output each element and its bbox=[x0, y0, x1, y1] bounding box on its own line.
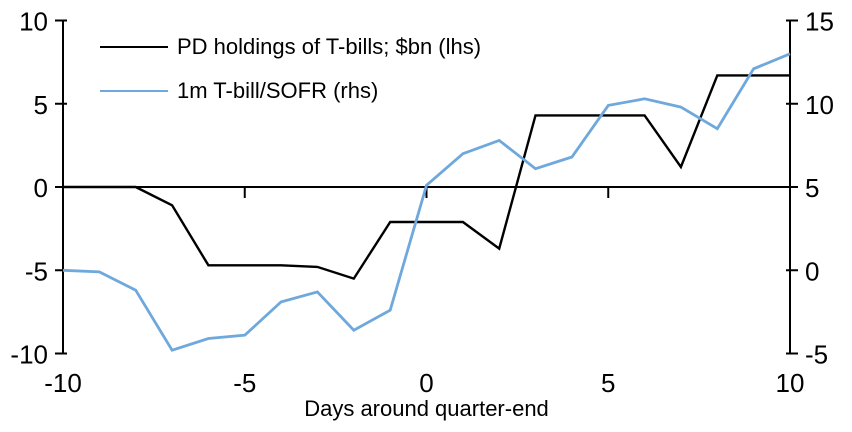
legend-swatch-pd-line bbox=[100, 45, 168, 49]
legend-item-sofr: 1m T-bill/SOFR (rhs) bbox=[100, 77, 481, 105]
x-tick-label: 5 bbox=[601, 368, 615, 398]
legend: PD holdings of T-bills; $bn (lhs) 1m T-b… bbox=[100, 33, 481, 121]
y-left-tick-label: 0 bbox=[34, 173, 48, 203]
y-left-tick-label: 10 bbox=[19, 7, 48, 37]
legend-label-pd-holdings: PD holdings of T-bills; $bn (lhs) bbox=[177, 34, 482, 59]
y-right-tick-label: 0 bbox=[805, 256, 819, 286]
y-left-tick-label: -5 bbox=[25, 256, 48, 286]
x-tick-label: -10 bbox=[44, 368, 82, 398]
y-left-tick-label: -10 bbox=[10, 340, 48, 370]
x-tick-label: 0 bbox=[419, 368, 433, 398]
y-right-tick-label: -5 bbox=[805, 340, 828, 370]
legend-item-pd-holdings: PD holdings of T-bills; $bn (lhs) bbox=[100, 33, 481, 61]
series-line-0 bbox=[63, 74, 790, 281]
y-right-tick-label: 10 bbox=[805, 90, 834, 120]
y-right-tick-label: 15 bbox=[805, 7, 834, 37]
x-tick-label: -5 bbox=[233, 368, 256, 398]
series-line-1 bbox=[62, 52, 791, 352]
x-tick-label: 10 bbox=[776, 368, 805, 398]
legend-label-sofr: 1m T-bill/SOFR (rhs) bbox=[177, 78, 379, 103]
x-axis-title: Days around quarter-end bbox=[304, 396, 549, 421]
legend-swatch-sofr-line bbox=[100, 89, 168, 93]
y-right-tick-label: 5 bbox=[805, 173, 819, 203]
y-left-tick-label: 5 bbox=[34, 90, 48, 120]
